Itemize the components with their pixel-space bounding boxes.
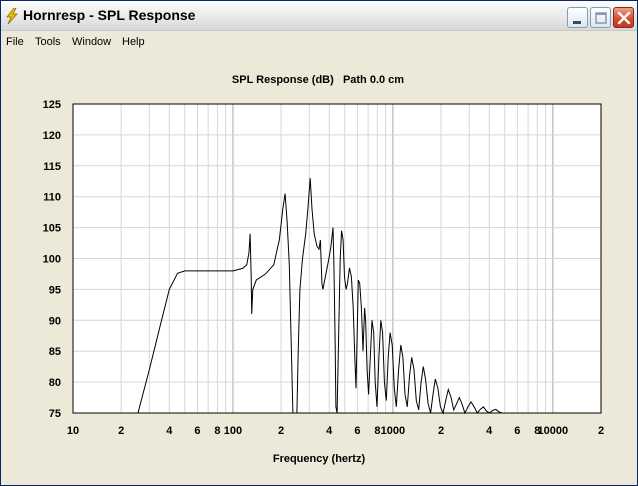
maximize-button[interactable] bbox=[590, 7, 611, 28]
x-tick-label: 4 bbox=[326, 425, 333, 437]
x-tick-label: 8 bbox=[374, 425, 380, 437]
x-tick-label: 8 bbox=[534, 425, 540, 437]
x-tick-label: 6 bbox=[354, 425, 360, 437]
x-tick-label: 4 bbox=[166, 425, 173, 437]
y-tick-label: 110 bbox=[43, 192, 61, 204]
y-tick-label: 105 bbox=[43, 223, 61, 235]
x-tick-label: 8 bbox=[214, 425, 220, 437]
spl-series-line bbox=[137, 178, 503, 415]
y-tick-label: 125 bbox=[43, 99, 61, 111]
close-icon bbox=[617, 11, 631, 25]
x-tick-label: 10 bbox=[67, 425, 79, 437]
minimize-button[interactable] bbox=[567, 7, 588, 28]
y-tick-label: 75 bbox=[49, 408, 61, 420]
x-tick-label: 2 bbox=[118, 425, 124, 437]
y-tick-label: 115 bbox=[43, 161, 61, 173]
x-tick-label: 100 bbox=[224, 425, 242, 437]
menu-file[interactable]: File bbox=[6, 36, 24, 48]
menu-tools[interactable]: Tools bbox=[35, 36, 61, 48]
y-tick-label: 80 bbox=[49, 377, 61, 389]
x-axis-label: Frequency (hertz) bbox=[273, 453, 366, 465]
minimize-icon bbox=[573, 21, 581, 24]
x-tick-label: 6 bbox=[514, 425, 520, 437]
y-tick-label: 95 bbox=[49, 284, 61, 296]
menu-bar: File Tools Window Help bbox=[1, 32, 637, 52]
x-tick-label: 10000 bbox=[538, 425, 569, 437]
x-tick-label: 2 bbox=[438, 425, 444, 437]
lightning-icon bbox=[6, 8, 18, 24]
y-tick-label: 85 bbox=[49, 346, 61, 358]
menu-window[interactable]: Window bbox=[72, 36, 112, 48]
close-button[interactable] bbox=[613, 7, 634, 28]
y-tick-labels: 75 80 85 90 95 100 105 110 115 120 125 bbox=[43, 99, 61, 420]
x-tick-label: 1000 bbox=[381, 425, 405, 437]
x-tick-label: 2 bbox=[278, 425, 284, 437]
y-tick-label: 100 bbox=[43, 254, 61, 266]
window-title: Hornresp - SPL Response bbox=[23, 7, 196, 23]
x-tick-label: 6 bbox=[194, 425, 200, 437]
chart-title: SPL Response (dB) Path 0.0 cm bbox=[232, 74, 404, 86]
x-tick-label: 4 bbox=[486, 425, 493, 437]
menu-help[interactable]: Help bbox=[122, 36, 145, 48]
y-tick-label: 120 bbox=[43, 130, 61, 142]
y-tick-label: 90 bbox=[49, 315, 61, 327]
x-tick-label: 2 bbox=[598, 425, 604, 437]
title-bar[interactable]: Hornresp - SPL Response bbox=[1, 1, 637, 31]
spl-chart: 75 80 85 90 95 100 105 110 115 120 125 10 2 4 6 8 100 2 4… bbox=[43, 74, 604, 465]
chart-grid bbox=[73, 104, 601, 413]
maximize-icon bbox=[595, 12, 607, 24]
